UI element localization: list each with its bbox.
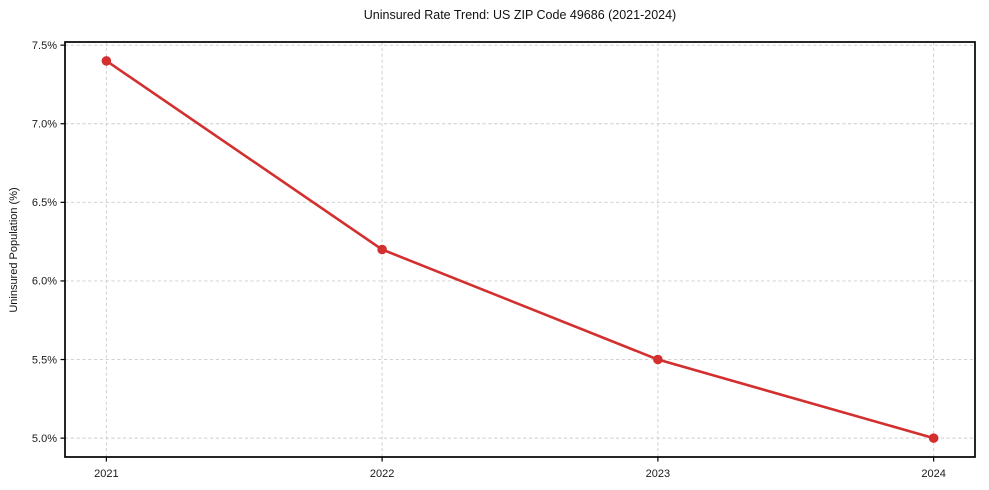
data-point bbox=[377, 244, 387, 255]
y-tick-label: 7.0% bbox=[32, 119, 57, 131]
x-tick-label: 2023 bbox=[646, 468, 670, 480]
x-tick-label: 2024 bbox=[921, 468, 945, 480]
axes-border bbox=[64, 41, 976, 458]
y-tick-label: 5.5% bbox=[32, 354, 57, 366]
y-tick-label: 6.0% bbox=[32, 276, 57, 288]
x-tick-label: 2021 bbox=[94, 468, 118, 480]
y-tick-label: 7.5% bbox=[32, 40, 57, 52]
data-point bbox=[928, 433, 939, 443]
y-tick-label: 5.0% bbox=[32, 433, 57, 445]
chart-title: Uninsured Rate Trend: US ZIP Code 49686 … bbox=[363, 8, 677, 22]
data-point bbox=[653, 354, 663, 365]
x-tick-label: 2022 bbox=[370, 468, 394, 480]
trend-line bbox=[105, 59, 935, 440]
y-tick-label: 6.5% bbox=[32, 197, 57, 209]
data-point bbox=[101, 56, 112, 66]
